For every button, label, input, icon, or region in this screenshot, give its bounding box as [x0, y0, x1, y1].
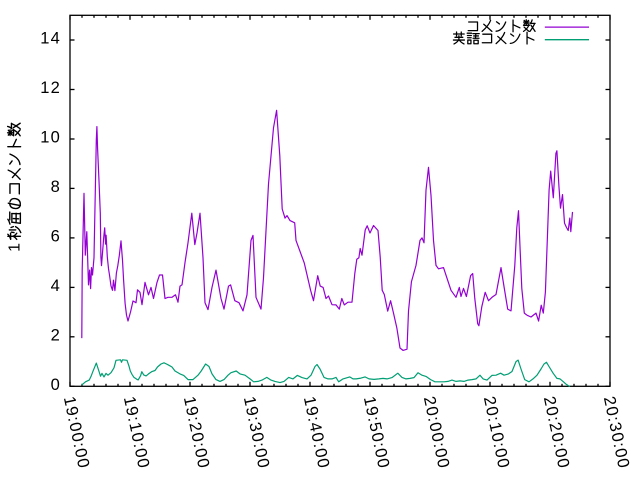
svg-text:4: 4 — [51, 277, 61, 295]
svg-text:12: 12 — [40, 79, 61, 97]
svg-text:8: 8 — [51, 178, 61, 196]
svg-text:0: 0 — [51, 376, 61, 394]
svg-text:1: 1 — [7, 243, 24, 252]
svg-text:10: 10 — [40, 129, 61, 147]
svg-text:14: 14 — [40, 30, 61, 48]
svg-text:2: 2 — [51, 326, 61, 344]
svg-text:6: 6 — [51, 227, 61, 245]
